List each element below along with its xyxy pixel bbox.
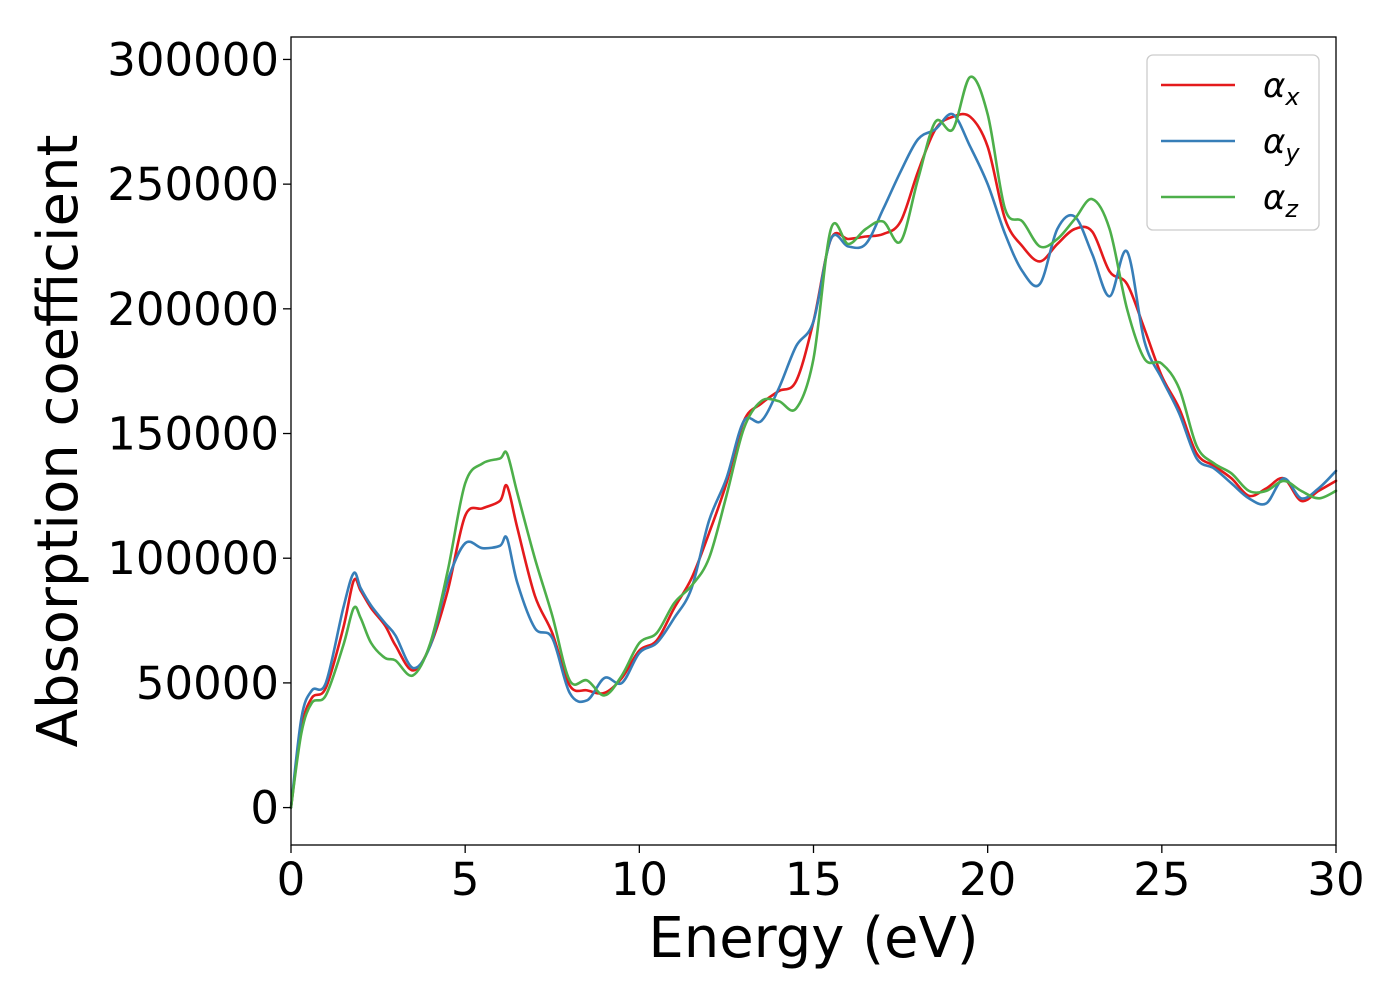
y-tick-label: 150000 <box>107 408 279 461</box>
x-tick-label: 10 <box>611 853 668 906</box>
legend-label-z: αz <box>1263 178 1299 223</box>
x-tick-label: 15 <box>785 853 842 906</box>
series-line-z <box>289 75 1338 809</box>
y-axis-title: Absorption coefficient <box>26 135 91 748</box>
x-tick-label: 30 <box>1307 853 1364 906</box>
legend-label-y: αy <box>1263 122 1300 167</box>
legend-label-x: αx <box>1263 66 1300 111</box>
y-tick-label: 300000 <box>107 33 279 86</box>
x-axis-title: Energy (eV) <box>648 906 978 971</box>
legend-label-main: α <box>1263 122 1285 162</box>
y-axis-ticks: 0 50000 100000 150000 200000 250000 300000 <box>107 33 291 835</box>
y-tick-label: 0 <box>250 782 279 835</box>
x-tick-label: 25 <box>1133 853 1190 906</box>
x-tick-label: 0 <box>277 853 306 906</box>
legend-label-main: α <box>1263 178 1285 218</box>
legend-label-sub: x <box>1284 83 1300 111</box>
x-tick-label: 5 <box>451 853 480 906</box>
series-layer <box>289 75 1338 809</box>
legend-label-sub: z <box>1284 195 1299 223</box>
legend-label-sub: y <box>1284 139 1300 167</box>
y-tick-label: 100000 <box>107 532 279 585</box>
x-tick-label: 20 <box>959 853 1016 906</box>
y-tick-label: 50000 <box>136 657 279 710</box>
y-tick-label: 250000 <box>107 158 279 211</box>
legend-label-main: α <box>1263 66 1285 106</box>
y-tick-label: 200000 <box>107 283 279 336</box>
x-axis-ticks: 0 5 10 15 20 25 30 <box>277 845 1365 906</box>
legend-box <box>1146 54 1320 231</box>
